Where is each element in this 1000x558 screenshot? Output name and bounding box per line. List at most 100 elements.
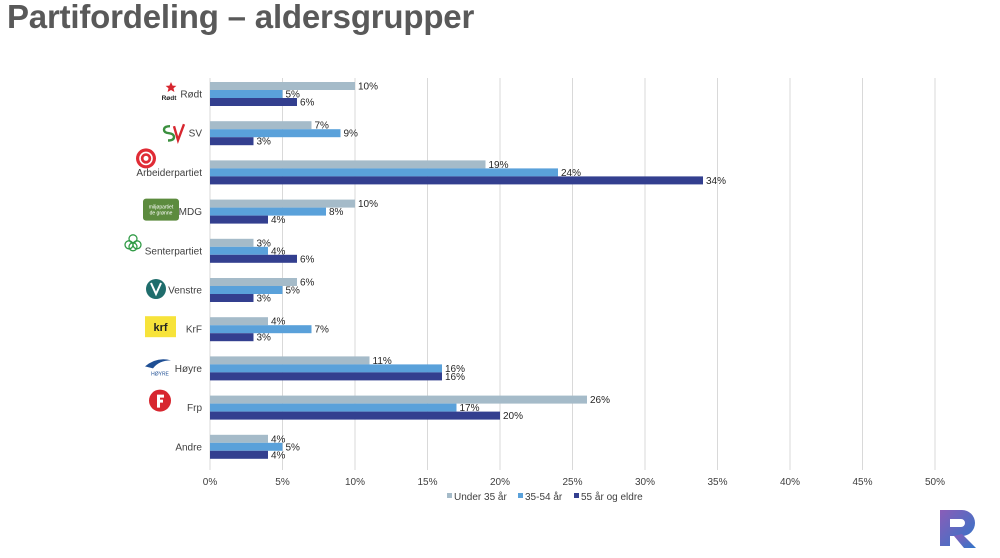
rodt-logo-text: Rødt — [162, 95, 178, 102]
category-label: Rødt — [180, 90, 202, 101]
legend-label: 55 år og eldre — [581, 491, 643, 503]
data-label: 4% — [271, 246, 286, 257]
bar — [210, 238, 254, 247]
hoyre-logo: HØYRE — [145, 359, 171, 377]
bar — [210, 372, 442, 381]
sv-v-mark — [172, 123, 186, 145]
bar — [210, 215, 268, 224]
bar — [210, 129, 341, 138]
bar — [210, 90, 283, 98]
data-label: 11% — [373, 356, 392, 367]
data-label: 6% — [300, 98, 315, 109]
hoyre-logo-text: HØYRE — [151, 371, 169, 377]
bar — [210, 98, 297, 106]
frp-f-mark — [157, 394, 164, 408]
data-label: 3% — [257, 137, 272, 148]
frp-logo — [149, 389, 171, 412]
data-label: 3% — [257, 294, 272, 305]
bar — [210, 137, 254, 146]
data-label: 5% — [286, 442, 301, 453]
krf-logo: krf — [145, 316, 176, 338]
bar — [210, 364, 442, 373]
legend-label: 35-54 år — [525, 491, 563, 503]
star-icon — [165, 82, 177, 92]
category-label: MDG — [179, 207, 203, 218]
bar — [210, 207, 326, 216]
category-label: Frp — [187, 403, 202, 414]
data-label: 24% — [561, 168, 581, 179]
data-label: 4% — [271, 215, 286, 226]
category-labels: Rødt SV Arbeiderpartiet MDG Senterpartiet Ven… — [136, 90, 202, 454]
bar — [210, 294, 254, 302]
bar — [210, 434, 268, 443]
x-tick-label: 20% — [490, 477, 510, 488]
legend-swatch — [447, 493, 452, 498]
bar — [210, 442, 283, 451]
legend-swatch — [574, 493, 579, 498]
data-label: 6% — [300, 254, 315, 265]
mdg-logo-text: de grønne — [150, 211, 173, 217]
data-label: 9% — [344, 129, 359, 140]
bar — [210, 82, 355, 90]
arbeiderpartiet-logo — [136, 148, 156, 169]
sv-logo — [162, 123, 186, 145]
category-label: KrF — [186, 325, 202, 336]
data-label: 16% — [445, 372, 465, 383]
data-label: 34% — [706, 176, 726, 187]
data-label: 10% — [358, 199, 378, 210]
bar — [210, 356, 370, 365]
bar — [210, 254, 297, 263]
x-tick-label: 5% — [275, 477, 290, 488]
data-label: 10% — [358, 82, 378, 93]
x-tick-label: 15% — [417, 477, 437, 488]
data-label: 3% — [257, 333, 272, 344]
data-label: 19% — [489, 160, 509, 171]
clover-leaf-icon — [128, 242, 138, 252]
data-label: 17% — [460, 403, 480, 414]
x-tick-label: 40% — [780, 477, 800, 488]
rose-petal — [139, 151, 153, 166]
bar — [210, 121, 312, 130]
legend: Under 35 år 35-54 år 55 år og eldre — [447, 491, 643, 503]
mdg-badge — [143, 198, 179, 221]
bar — [210, 325, 312, 334]
data-labels: 10%5%6%7%9%3%19%24%34%10%8%4%3%4%6%6%5%3… — [257, 82, 727, 462]
x-tick-label: 10% — [345, 477, 365, 488]
krf-badge — [145, 316, 176, 338]
category-label: Venstre — [168, 286, 202, 297]
krf-logo-text: krf — [153, 322, 167, 334]
venstre-logo — [146, 279, 166, 299]
bar — [210, 450, 268, 459]
mdg-logo-text: miljøpartiet — [149, 205, 174, 211]
x-tick-label: 50% — [925, 477, 945, 488]
x-tick-label: 30% — [635, 477, 655, 488]
bar — [210, 403, 457, 412]
r-logo — [940, 510, 976, 548]
category-label: Andre — [175, 442, 202, 453]
category-label: Arbeiderpartiet — [136, 168, 202, 179]
bar — [210, 286, 283, 294]
category-label: Senterpartiet — [145, 246, 202, 257]
category-label: Høyre — [175, 364, 203, 375]
data-label: 8% — [329, 207, 344, 218]
bar — [210, 278, 297, 286]
data-label: 26% — [590, 395, 610, 406]
bar — [210, 246, 268, 255]
data-label: 20% — [503, 411, 523, 422]
category-label: SV — [189, 129, 203, 140]
data-label: 6% — [300, 278, 315, 289]
data-label: 5% — [286, 286, 301, 297]
page-title: Partifordeling – aldersgrupper — [7, 0, 475, 35]
hoyre-wave-icon — [145, 359, 171, 369]
rose-center — [143, 155, 149, 161]
data-label: 4% — [271, 317, 286, 328]
data-label: 4% — [271, 450, 286, 461]
data-label: 7% — [315, 121, 330, 132]
data-label: 3% — [257, 238, 272, 249]
bar — [210, 176, 703, 185]
data-label: 16% — [445, 364, 465, 375]
data-label: 7% — [315, 325, 330, 336]
legend-label: Under 35 år — [454, 491, 507, 503]
